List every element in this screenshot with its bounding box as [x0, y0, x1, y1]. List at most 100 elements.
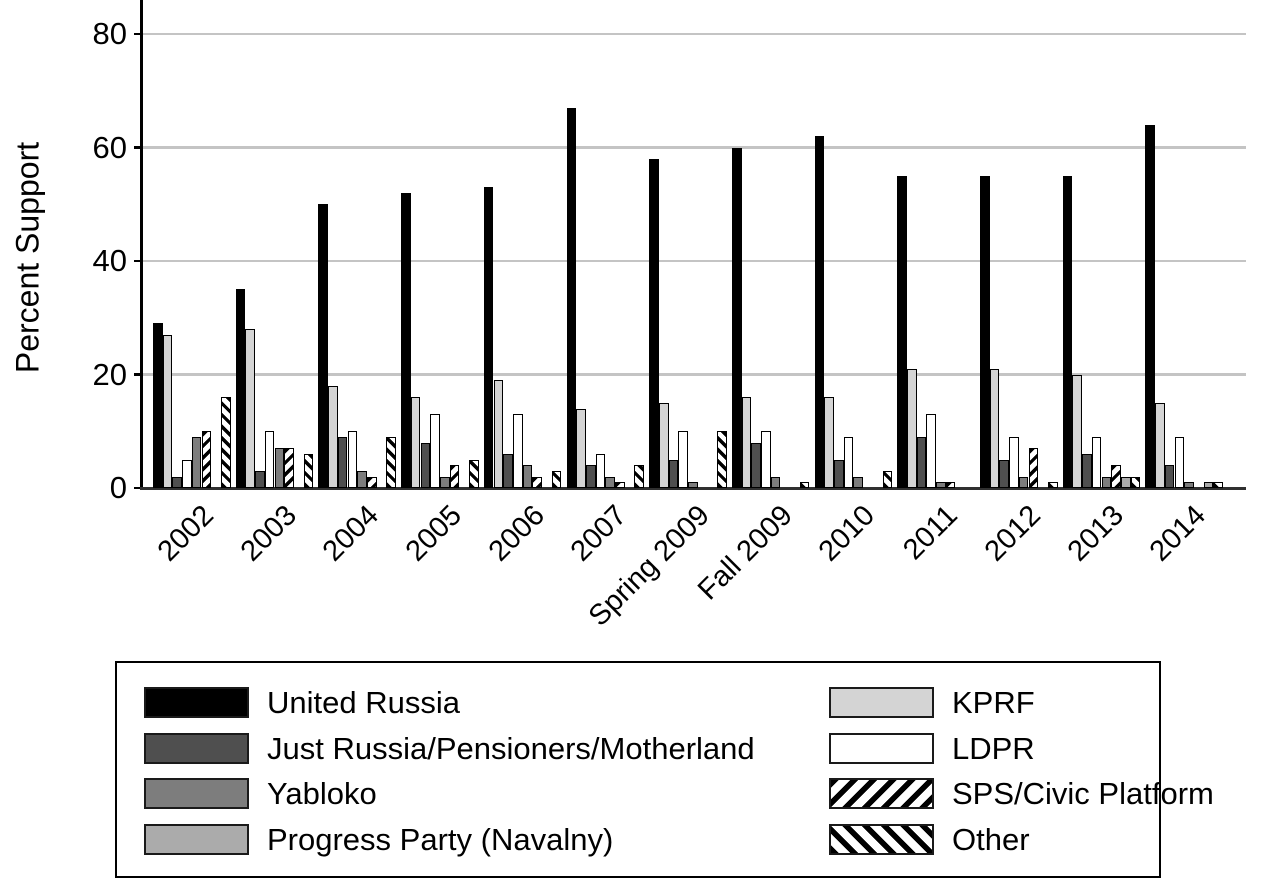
- bar-kprf-2014: [1155, 402, 1165, 488]
- x-axis-line: [140, 486, 1246, 490]
- bar-sps-civic-platform-2007: [615, 482, 625, 488]
- bar-sps-civic-platform-2012: [1028, 448, 1039, 488]
- bar-ldpr-2010: [843, 436, 854, 488]
- bar-kprf-2013: [1072, 374, 1083, 488]
- bar-yabloko-2005: [439, 476, 450, 488]
- bar-sps-civic-platform-2002: [201, 431, 212, 488]
- bar-just-russia-2006: [503, 453, 513, 488]
- bar-just-russia-2007: [585, 465, 596, 488]
- legend-label-sps-civic-platform: SPS/Civic Platform: [952, 776, 1214, 812]
- legend-label-united-russia: United Russia: [267, 685, 460, 720]
- bar-ldpr-2005: [430, 414, 440, 488]
- bar-sps-civic-platform-2003: [284, 448, 294, 488]
- y-tick-0: [134, 486, 143, 490]
- bar-united-russia-2010: [814, 136, 825, 488]
- bar-kprf-spring-2009: [658, 402, 669, 488]
- bar-united-russia-2004: [318, 204, 329, 488]
- gridline-60: [143, 146, 1246, 149]
- bar-united-russia-2014: [1145, 124, 1156, 488]
- bar-just-russia-2002: [172, 476, 183, 488]
- bar-progress-party-2014: [1203, 482, 1214, 488]
- gridline-40: [143, 259, 1246, 263]
- legend-swatch-ldpr: [829, 732, 934, 764]
- bar-united-russia-2012: [980, 175, 990, 488]
- legend-swatch-yabloko: [144, 778, 249, 810]
- bar-kprf-2010: [824, 397, 834, 488]
- bar-sps-civic-platform-2006: [532, 476, 542, 488]
- bar-united-russia-2003: [235, 289, 246, 488]
- bar-just-russia-spring-2009: [668, 459, 679, 488]
- bar-united-russia-2007: [566, 107, 577, 488]
- y-tick-label-60: 60: [92, 129, 127, 165]
- bar-just-russia-2012: [999, 459, 1010, 488]
- bar-united-russia-fall-2009: [731, 147, 742, 488]
- bar-other-2005: [469, 459, 479, 488]
- bar-yabloko-2013: [1101, 476, 1112, 488]
- legend-swatch-just-russia: [144, 732, 249, 764]
- bar-ldpr-fall-2009: [761, 431, 771, 488]
- bar-ldpr-2014: [1174, 436, 1185, 488]
- bar-yabloko-2014: [1184, 482, 1194, 488]
- bar-yabloko-2010: [853, 476, 864, 488]
- bar-kprf-fall-2009: [741, 397, 752, 488]
- bar-yabloko-2006: [522, 465, 533, 488]
- bar-other-2007: [634, 465, 645, 488]
- legend-swatch-other: [829, 824, 934, 856]
- bar-united-russia-2002: [153, 323, 163, 488]
- y-axis-title: Percent Support: [9, 141, 46, 374]
- bar-just-russia-fall-2009: [751, 442, 761, 488]
- bar-sps-civic-platform-2013: [1111, 465, 1121, 488]
- y-tick-60: [134, 146, 143, 149]
- bar-other-2010: [882, 470, 893, 488]
- bar-sps-civic-platform-2011: [945, 482, 956, 488]
- bar-just-russia-2014: [1164, 465, 1175, 488]
- bar-united-russia-2005: [401, 192, 411, 488]
- bar-united-russia-spring-2009: [649, 158, 659, 488]
- legend-label-kprf: KPRF: [952, 685, 1035, 720]
- legend-label-ldpr: LDPR: [952, 730, 1035, 766]
- bar-yabloko-2003: [274, 448, 285, 488]
- bar-ldpr-2003: [264, 431, 275, 488]
- bar-united-russia-2013: [1062, 175, 1073, 488]
- bar-progress-party-2013: [1120, 476, 1131, 488]
- bar-ldpr-2004: [347, 431, 358, 488]
- bar-ldpr-spring-2009: [678, 431, 688, 488]
- bar-other-2012: [1047, 482, 1058, 488]
- bar-just-russia-2004: [337, 436, 348, 488]
- y-tick-40: [134, 259, 143, 263]
- bar-kprf-2012: [989, 368, 1000, 488]
- bar-just-russia-2010: [834, 459, 844, 488]
- bar-sps-civic-platform-2004: [366, 476, 377, 488]
- y-tick-label-20: 20: [92, 356, 127, 392]
- bar-yabloko-2004: [357, 470, 367, 488]
- bar-just-russia-2013: [1082, 453, 1092, 488]
- legend-label-progress-party: Progress Party (Navalny): [267, 822, 614, 858]
- legend-box: United Russia Just Russia/Pensioners/Moth…: [115, 661, 1214, 878]
- bar-ldpr-2012: [1009, 436, 1019, 488]
- y-tick-label-0: 0: [109, 470, 127, 505]
- bar-yabloko-2012: [1018, 476, 1029, 488]
- legend-label-other: Other: [952, 822, 1030, 858]
- bar-kprf-2003: [245, 329, 256, 488]
- bar-just-russia-2011: [916, 436, 927, 488]
- legend-label-yabloko: Yabloko: [267, 776, 377, 812]
- bar-ldpr-2002: [182, 459, 192, 488]
- bar-just-russia-2003: [255, 470, 265, 488]
- bar-kprf-2004: [328, 385, 338, 488]
- bar-ldpr-2006: [512, 414, 523, 488]
- bar-yabloko-fall-2009: [770, 476, 781, 488]
- y-axis-line: [140, 0, 143, 490]
- legend-label-just-russia: Just Russia/Pensioners/Motherland: [267, 730, 755, 766]
- bar-yabloko-spring-2009: [688, 482, 698, 488]
- y-tick-80: [134, 32, 143, 36]
- bar-yabloko-2007: [605, 476, 615, 488]
- bar-yabloko-2011: [936, 482, 946, 488]
- bar-ldpr-2007: [595, 453, 606, 488]
- y-tick-label-40: 40: [92, 243, 127, 278]
- bar-kprf-2011: [907, 368, 917, 488]
- bar-just-russia-2005: [420, 442, 431, 488]
- bar-other-2006: [551, 470, 562, 488]
- bar-other-2004: [386, 436, 396, 488]
- legend-swatch-united-russia: [144, 687, 249, 718]
